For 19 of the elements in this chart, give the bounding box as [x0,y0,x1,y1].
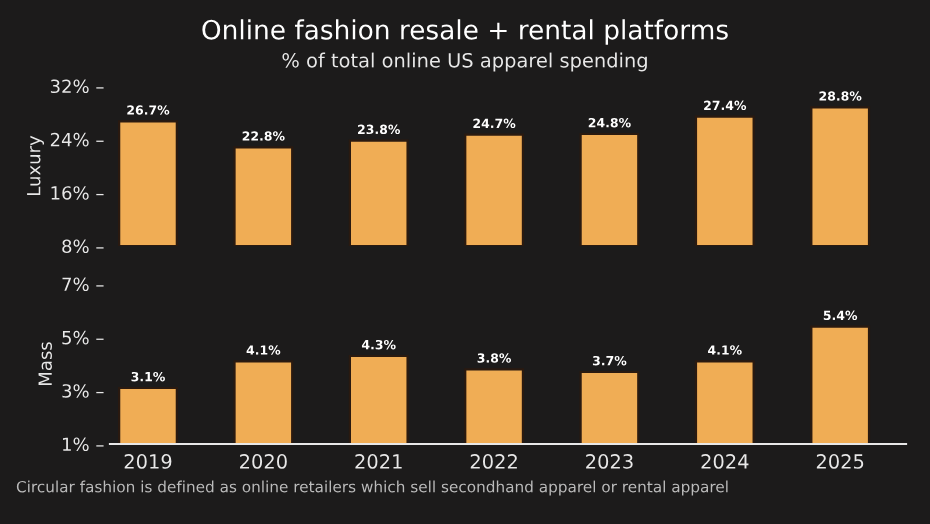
x-tick-label: 2021 [355,454,402,469]
x-tick-label: 2020 [240,454,287,469]
y-tick-label: 8% – [62,239,104,254]
y-tick-label: 5% – [62,330,104,345]
x-tick-label: 2022 [470,454,517,469]
x-tick-label: 2025 [816,454,864,469]
chart-subtitle: % of total online US apparel spending [282,52,647,72]
y-tick-label: 16% – [51,186,104,200]
x-tick-label: 2019 [124,454,172,469]
x-tick-label: 2023 [586,454,633,469]
y-tick-label: 7% – [62,277,104,292]
y-tick-label: 32% – [50,79,104,94]
chart-title: Online fashion resale + rental platforms [202,19,728,45]
y-tick-label: 24% – [50,132,104,147]
x-tick-label: 2024 [701,454,749,469]
y-axis-title: Luxury [27,135,44,195]
y-axis-title: Mass [38,342,52,385]
y-tick-label: 3% – [62,384,104,398]
y-tick-label: 1% – [63,437,104,452]
